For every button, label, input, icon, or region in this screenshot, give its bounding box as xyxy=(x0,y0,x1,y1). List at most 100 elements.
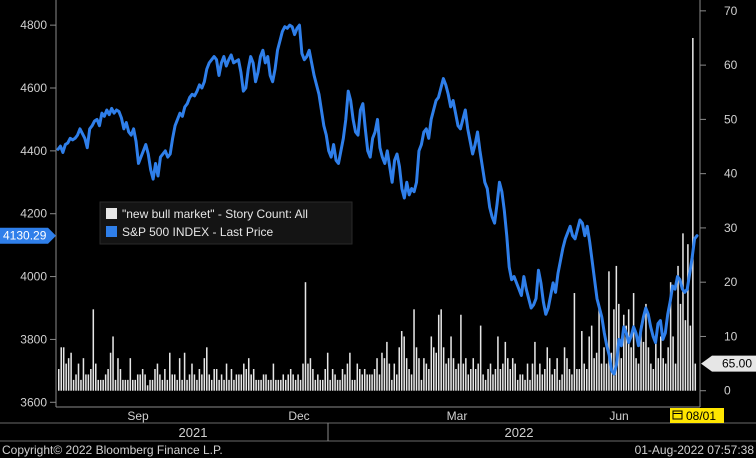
story-count-bar xyxy=(82,358,85,391)
story-count-bar xyxy=(509,369,512,391)
right-tick-label: 20 xyxy=(724,275,738,289)
story-count-bar xyxy=(383,358,386,391)
story-count-bar xyxy=(470,369,472,391)
story-count-bar xyxy=(546,347,549,391)
story-count-bar xyxy=(203,358,206,391)
story-count-bar xyxy=(201,374,203,391)
story-count-bar xyxy=(551,374,553,391)
story-count-bar xyxy=(376,358,378,391)
story-count-bar xyxy=(361,374,363,391)
legend-label-price: S&P 500 INDEX - Last Price xyxy=(122,225,274,239)
left-tick-label: 3800 xyxy=(20,332,47,346)
story-count-bar xyxy=(77,363,80,391)
left-axis: 3600 3800 4000 4200 4400 4600 4800 xyxy=(20,18,56,409)
story-count-bar xyxy=(317,374,319,391)
story-count-bar xyxy=(112,336,114,391)
story-count-bar xyxy=(595,352,598,391)
story-count-bar xyxy=(151,379,154,391)
story-count-bar xyxy=(692,37,694,391)
story-count-bar xyxy=(531,363,534,391)
story-count-bar xyxy=(230,369,233,391)
sp500-price-line xyxy=(56,23,699,376)
story-count-bar xyxy=(442,347,445,391)
story-count-bar xyxy=(188,374,191,391)
story-count-bar xyxy=(433,347,435,391)
story-count-bar xyxy=(585,369,588,391)
story-count-bar xyxy=(440,309,442,391)
story-count-bar xyxy=(107,369,109,391)
story-count-bar xyxy=(85,374,87,391)
story-count-bar xyxy=(573,293,576,391)
story-count-bar xyxy=(356,363,359,391)
story-count-bar xyxy=(215,369,218,391)
story-count-bar xyxy=(122,379,124,391)
price-badge-shape xyxy=(0,227,56,244)
story-count-bar xyxy=(196,379,198,391)
story-count-bar xyxy=(415,347,418,391)
story-count-bar xyxy=(640,325,642,391)
story-count-bar xyxy=(667,347,669,391)
story-count-bar xyxy=(161,379,164,391)
story-count-bar xyxy=(388,363,391,391)
story-count-bar xyxy=(169,352,171,391)
legend-label-story-count: "new bull market" - Story Count: All xyxy=(122,207,308,221)
story-count-bar xyxy=(694,363,697,391)
story-count-bar xyxy=(563,347,566,391)
story-count-bar xyxy=(117,358,119,391)
story-count-bar xyxy=(171,374,174,391)
story-count-bar xyxy=(243,363,245,391)
story-count-bar xyxy=(460,314,462,391)
story-count-bar xyxy=(173,374,176,391)
story-count-bar xyxy=(257,379,260,391)
year-label: 2022 xyxy=(505,425,534,440)
story-count-bar xyxy=(149,379,151,391)
story-count-bar xyxy=(423,358,425,391)
story-count-bar xyxy=(627,309,630,391)
story-count-bar xyxy=(544,369,546,391)
story-count-bar xyxy=(605,363,608,391)
story-count-bar xyxy=(247,358,250,391)
legend-swatch-price xyxy=(106,226,117,237)
story-count-bar xyxy=(287,374,289,391)
story-count-bar xyxy=(655,341,657,391)
story-count-bar xyxy=(304,282,307,391)
story-count-bar xyxy=(622,314,625,391)
date-badge-bg xyxy=(670,408,724,423)
story-count-bar xyxy=(134,379,137,391)
story-count-bar xyxy=(539,363,541,391)
story-count-bar xyxy=(114,379,117,391)
story-count-bar xyxy=(124,379,127,391)
story-count-bar xyxy=(366,374,368,391)
date-badge[interactable]: 08/01 xyxy=(670,408,724,423)
story-count-bar xyxy=(669,282,672,391)
story-count-bar xyxy=(275,379,277,391)
story-count-bar xyxy=(393,363,396,391)
story-count-bar xyxy=(351,379,354,391)
story-count-bar xyxy=(87,374,90,391)
story-count-bar xyxy=(647,347,650,391)
story-count-bar xyxy=(252,369,255,391)
story-count-bar xyxy=(166,379,169,391)
story-count-bar xyxy=(581,331,583,391)
story-count-bar xyxy=(435,352,438,391)
story-count-bar xyxy=(220,374,223,391)
story-count-bar xyxy=(95,363,97,391)
story-count-bar xyxy=(58,369,60,391)
story-count-bar xyxy=(119,369,122,391)
count-last-value-badge: 65.00 xyxy=(701,355,756,372)
story-count-bar xyxy=(307,363,309,391)
story-count-bar xyxy=(373,369,376,391)
story-count-bar xyxy=(208,374,211,391)
story-count-bar xyxy=(467,374,470,391)
story-count-bar xyxy=(524,379,526,391)
story-count-bar xyxy=(319,379,322,391)
story-count-bar xyxy=(72,379,75,391)
story-count-bar xyxy=(70,352,72,391)
story-count-bar xyxy=(578,369,581,391)
left-tick-label: 4000 xyxy=(20,270,47,284)
story-count-bar xyxy=(637,363,640,391)
story-count-bar xyxy=(250,374,252,391)
story-count-bar xyxy=(312,369,314,391)
story-count-bar xyxy=(507,358,509,391)
story-count-bar xyxy=(97,379,99,391)
